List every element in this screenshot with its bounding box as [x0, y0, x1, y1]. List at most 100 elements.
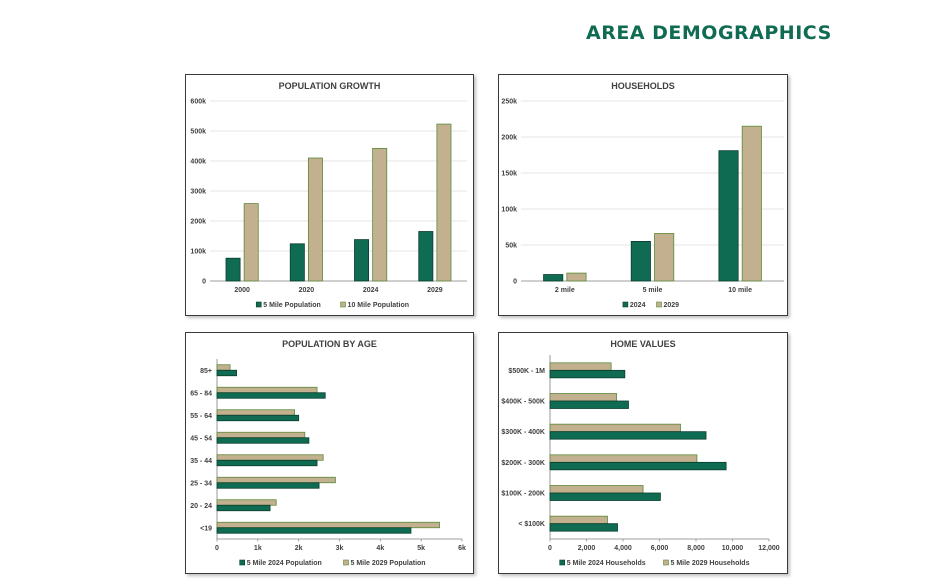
y-tick-label: 55 - 64 [190, 413, 212, 420]
x-tick-label: 8,000 [687, 545, 705, 552]
x-tick-label: 5 mile [643, 287, 663, 294]
bar-5-mile-2029-households [549, 423, 681, 433]
bar-2029 [566, 272, 587, 282]
bar-10-mile-population [436, 123, 452, 282]
legend-label: 2029 [664, 302, 680, 309]
bar-5-mile-population [418, 231, 434, 282]
bar-5-mile-2024-population [216, 459, 318, 467]
x-tick-label: 4,000 [614, 545, 632, 552]
bar-5-mile-2029-population [216, 499, 277, 506]
x-tick-label: 2024 [363, 287, 379, 294]
y-tick-label: 25 - 34 [190, 480, 212, 487]
bar-10-mile-population [307, 157, 323, 282]
y-tick-label: 150k [501, 171, 517, 178]
households-svg: HOUSEHOLDS 0 50k 100k 150k 200k 250k 2 mile 5 mi… [501, 81, 784, 309]
x-tick-label: 2,000 [578, 545, 596, 552]
legend-label: 5 Mile 2029 Population [351, 560, 426, 567]
y-tick-label: $200K - 300K [501, 460, 545, 467]
bar-5-mile-population [354, 239, 370, 282]
bar-5-mile-2029-households [549, 454, 698, 463]
x-tick-label: 2000 [234, 287, 250, 294]
bar-5-mile-2024-population [216, 437, 310, 444]
bar-5-mile-2024-population [216, 414, 300, 422]
y-tick-label: 0 [202, 279, 206, 286]
bar-5-mile-2024-population [216, 527, 412, 534]
bar-5-mile-2029-population [216, 364, 231, 371]
x-tick-label: 6,000 [651, 545, 669, 552]
chart-title: POPULATION GROWTH [279, 81, 381, 91]
legend-swatch [343, 559, 349, 566]
population-growth-svg: POPULATION GROWTH 0 100k 200k 300k 400k 500k 60… [190, 81, 467, 309]
bar-5-mile-2029-population [216, 454, 324, 461]
bar-5-mile-population [225, 257, 241, 282]
population-growth-chart: POPULATION GROWTH 0 100k 200k 300k 400k 500k 60… [185, 74, 474, 316]
legend-label: 5 Mile 2029 Households [671, 560, 750, 567]
y-tick-label: 65 - 84 [190, 390, 212, 397]
bar-10-mile-population [372, 148, 388, 282]
y-tick-label: 0 [513, 279, 517, 286]
bar-5-mile-2024-households [549, 461, 727, 471]
chart-title: POPULATION BY AGE [282, 339, 377, 349]
x-tick-label: 5k [417, 545, 425, 552]
bar-5-mile-2029-households [549, 393, 618, 402]
legend-label: 10 Mile Population [348, 302, 409, 309]
y-tick-label: 85+ [200, 368, 212, 375]
bar-2029 [654, 233, 675, 282]
y-tick-label: $300K - 400K [501, 429, 545, 436]
x-tick-label: 2 mile [555, 287, 575, 294]
bar-5-mile-2024-households [549, 431, 707, 440]
y-tick-label: $500K - 1M [508, 368, 545, 375]
chart-title: HOUSEHOLDS [611, 81, 675, 91]
bar-2024 [718, 150, 739, 282]
y-tick-label: 200k [501, 135, 517, 142]
x-tick-label: 6k [458, 545, 466, 552]
bar-5-mile-population [289, 243, 305, 282]
bar-5-mile-2029-households [549, 362, 612, 371]
y-tick-label: 250k [501, 99, 517, 106]
bar-5-mile-2024-households [549, 400, 629, 409]
legend-label: 2024 [630, 302, 646, 309]
x-tick-label: 0 [548, 545, 552, 552]
y-tick-label: 300k [190, 189, 206, 196]
bar-5-mile-2029-population [216, 521, 440, 529]
bar-5-mile-2029-households [549, 485, 644, 494]
legend-label: 5 Mile 2024 Households [567, 560, 646, 567]
x-tick-label: 1k [254, 545, 262, 552]
bar-2024 [630, 240, 651, 282]
y-tick-label: 50k [505, 243, 517, 250]
bar-5-mile-2024-population [216, 392, 326, 399]
x-tick-label: 2k [295, 545, 303, 552]
x-tick-label: 2020 [299, 287, 315, 294]
x-tick-label: 10 mile [728, 287, 752, 294]
legend-swatch [622, 301, 629, 308]
legend-swatch [255, 301, 262, 308]
home-values-chart: HOME VALUES 0 2,000 4,000 6,000 8,000 10,000 12… [498, 332, 788, 574]
y-tick-label: 100k [501, 207, 517, 214]
population-by-age-svg: POPULATION BY AGE 0 1k 2k 3k 4k 5k 6k <19 20 - 24… [190, 339, 466, 567]
y-tick-label: $400K - 500K [501, 399, 545, 406]
y-tick-label: 100k [190, 249, 206, 256]
x-tick-label: 0 [215, 545, 219, 552]
bar-5-mile-2024-population [216, 482, 320, 489]
legend-swatch [656, 301, 662, 308]
x-tick-label: 3k [336, 545, 344, 552]
legend-swatch [559, 559, 566, 566]
bar-5-mile-2024-households [549, 369, 626, 379]
bar-5-mile-2029-population [216, 409, 295, 416]
bar-5-mile-2024-population [216, 369, 238, 377]
legend-label: 5 Mile Population [263, 302, 321, 309]
x-tick-label: 12,000 [758, 545, 780, 552]
bar-5-mile-2024-households [549, 523, 618, 532]
y-tick-label: 500k [190, 129, 206, 136]
legend-swatch [663, 559, 669, 566]
y-tick-label: <19 [200, 525, 212, 532]
y-tick-label: < $100K [518, 521, 545, 528]
chart-title: HOME VALUES [610, 339, 675, 349]
bar-2024 [543, 274, 564, 282]
y-tick-label: 45 - 54 [190, 435, 212, 442]
y-tick-label: 200k [190, 219, 206, 226]
bar-5-mile-2029-population [216, 476, 336, 484]
legend-swatch [239, 559, 246, 566]
bar-5-mile-2024-population [216, 504, 271, 512]
bar-5-mile-2029-population [216, 386, 318, 394]
